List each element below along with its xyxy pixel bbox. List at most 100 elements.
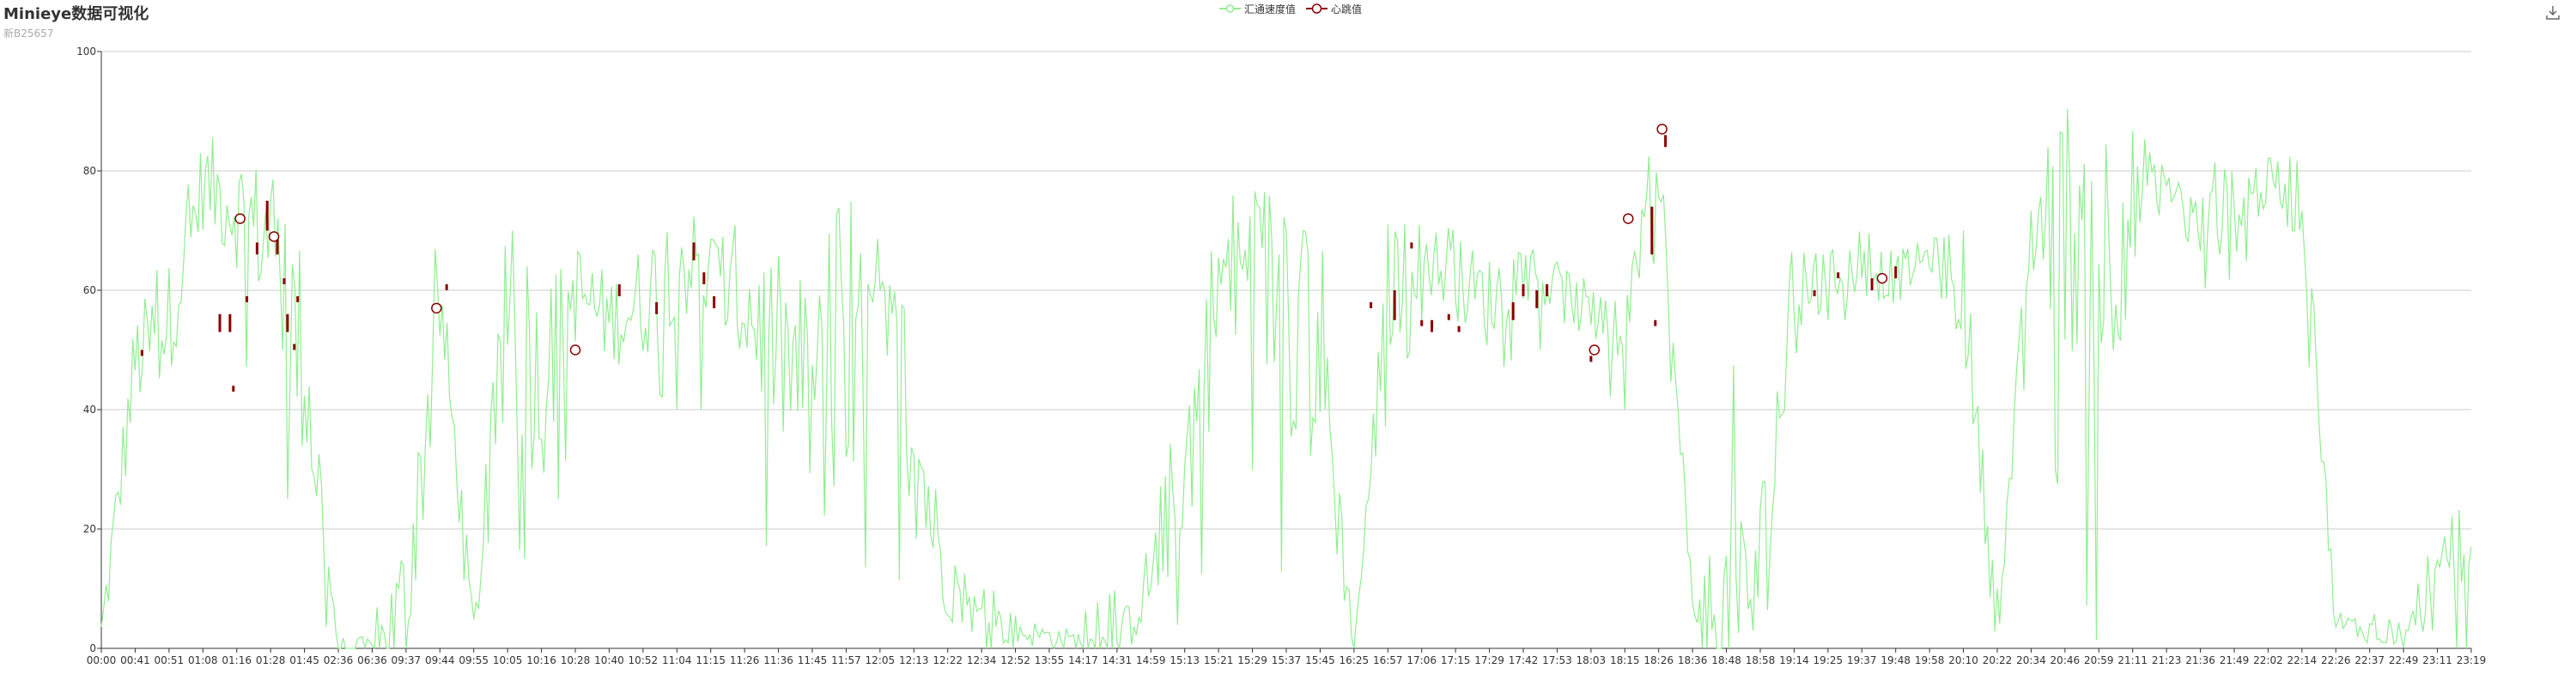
x-tick-label: 14:17 — [1068, 654, 1098, 666]
x-tick-label: 19:14 — [1779, 654, 1809, 666]
x-tick-label: 11:15 — [696, 654, 726, 666]
x-tick-label: 09:55 — [459, 654, 489, 666]
x-tick-label: 12:34 — [967, 654, 997, 666]
x-tick-label: 19:48 — [1880, 654, 1911, 666]
x-tick-label: 18:58 — [1746, 654, 1776, 666]
heartbeat-bar — [713, 295, 716, 308]
x-tick-label: 10:40 — [594, 654, 624, 666]
x-tick-label: 14:31 — [1103, 654, 1133, 666]
heartbeat-point — [1622, 213, 1634, 224]
x-tick-label: 18:26 — [1643, 654, 1674, 666]
x-tick-label: 18:15 — [1610, 654, 1640, 666]
x-tick-label: 15:13 — [1170, 654, 1200, 666]
x-tick-label: 22:49 — [2389, 654, 2419, 666]
x-tick-label: 20:46 — [2050, 654, 2081, 666]
heartbeat-bar — [286, 313, 289, 332]
heartbeat-bar — [1894, 266, 1898, 279]
x-tick-label: 15:45 — [1305, 654, 1335, 666]
x-tick-label: 23:11 — [2422, 654, 2452, 666]
heartbeat-bar — [1664, 135, 1668, 148]
x-tick-label: 22:02 — [2253, 654, 2283, 666]
x-tick-label: 00:00 — [87, 654, 117, 666]
heartbeat-bar — [1522, 284, 1525, 296]
x-tick-label: 00:51 — [155, 654, 185, 666]
x-tick-label: 19:25 — [1814, 654, 1844, 666]
x-tick-label: 09:44 — [425, 654, 455, 666]
x-tick-label: 11:04 — [662, 654, 692, 666]
legend-item-speed[interactable]: 汇通速度值 — [1219, 2, 1296, 16]
x-tick-label: 19:58 — [1915, 654, 1945, 666]
heartbeat-bar — [1837, 272, 1840, 279]
download-icon[interactable] — [2543, 3, 2562, 22]
x-tick-label: 01:16 — [222, 654, 252, 666]
x-tick-label: 18:03 — [1577, 654, 1607, 666]
heartbeat-point — [1876, 272, 1888, 284]
x-tick-label: 11:36 — [763, 654, 793, 666]
chart-subtitle: 新B25657 — [3, 27, 54, 40]
x-tick-label: 18:48 — [1711, 654, 1741, 666]
heartbeat-bar — [1420, 319, 1424, 326]
x-tick-label: 16:57 — [1373, 654, 1403, 666]
heartbeat-point — [234, 213, 246, 224]
x-tick-label: 11:57 — [831, 654, 861, 666]
x-tick-label: 01:45 — [289, 654, 319, 666]
x-tick-label: 12:05 — [866, 654, 896, 666]
x-tick-label: 09:37 — [392, 654, 422, 666]
heartbeat-bar — [1813, 290, 1816, 296]
x-tick-label: 10:52 — [629, 654, 659, 666]
x-tick-label: 13:55 — [1035, 654, 1065, 666]
heartbeat-bar — [445, 284, 448, 290]
heartbeat-bar — [228, 313, 232, 332]
x-tick-label: 18:36 — [1678, 654, 1708, 666]
x-tick-label: 22:37 — [2354, 654, 2385, 666]
heartbeat-bar — [296, 295, 300, 302]
heartbeat-bar — [246, 295, 249, 302]
heartbeat-bar — [1410, 242, 1413, 249]
heartbeat-bar — [1393, 290, 1396, 320]
x-tick-label: 21:23 — [2152, 654, 2182, 666]
heartbeat-bar — [293, 344, 296, 350]
x-tick-label: 22:26 — [2321, 654, 2351, 666]
legend-item-heartbeat[interactable]: 心跳值 — [1306, 2, 1362, 16]
legend-speed-label: 汇通速度值 — [1244, 3, 1297, 15]
heartbeat-bar — [1654, 319, 1657, 326]
x-tick-label: 16:25 — [1340, 654, 1370, 666]
x-tick-label: 10:16 — [526, 654, 556, 666]
heartbeat-bar — [1650, 206, 1654, 255]
x-tick-label: 20:22 — [1983, 654, 2013, 666]
x-tick-label: 02:36 — [324, 654, 354, 666]
y-tick-label: 20 — [83, 523, 96, 535]
heartbeat-bar — [1535, 290, 1539, 308]
heartbeat-bar — [1370, 301, 1373, 308]
y-tick-label: 100 — [76, 46, 96, 58]
x-tick-label: 17:42 — [1509, 654, 1539, 666]
heartbeat-bar — [276, 236, 279, 255]
heartbeat-bar — [232, 386, 235, 392]
heartbeat-bar — [655, 301, 659, 314]
x-tick-label: 17:53 — [1542, 654, 1572, 666]
x-tick-label: 20:59 — [2084, 654, 2114, 666]
legend-heartbeat-symbol — [1306, 3, 1328, 14]
y-tick-label: 80 — [83, 165, 96, 177]
x-tick-label: 17:06 — [1406, 654, 1437, 666]
x-tick-label: 11:45 — [798, 654, 828, 666]
x-tick-label: 15:37 — [1272, 654, 1302, 666]
legend-speed-symbol — [1219, 4, 1241, 13]
heartbeat-bar — [1870, 278, 1874, 290]
heartbeat-bar — [283, 278, 286, 285]
heartbeat-point — [569, 344, 581, 356]
x-tick-label: 20:10 — [1948, 654, 1978, 666]
heartbeat-bar — [1589, 356, 1593, 362]
heartbeat-bar — [218, 313, 222, 332]
x-tick-label: 10:28 — [561, 654, 591, 666]
chart-title: Minieye数据可视化 — [3, 5, 149, 23]
x-tick-label: 12:22 — [933, 654, 963, 666]
x-tick-label: 01:08 — [188, 654, 218, 666]
heartbeat-point — [1589, 344, 1601, 356]
heartbeat-bar — [692, 242, 696, 261]
x-tick-label: 17:15 — [1441, 654, 1471, 666]
heartbeat-bar — [1511, 301, 1515, 320]
heartbeat-bar — [1546, 284, 1549, 296]
